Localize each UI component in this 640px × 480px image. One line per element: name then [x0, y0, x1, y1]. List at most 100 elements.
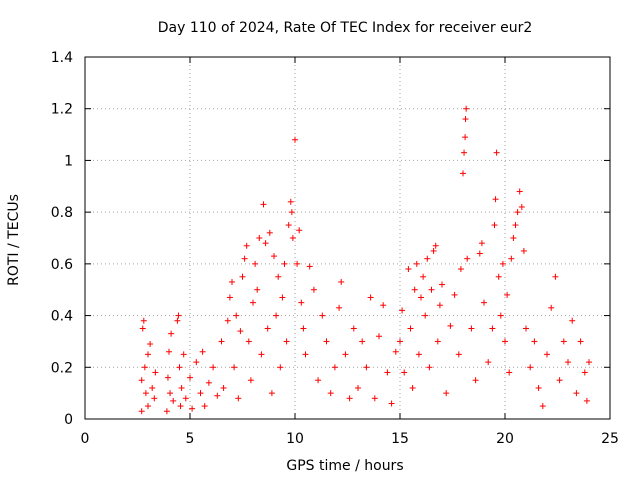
data-point [170, 397, 177, 404]
data-point [350, 325, 357, 332]
data-point [495, 273, 502, 280]
data-point [139, 325, 146, 332]
data-point [289, 235, 296, 241]
data-point [281, 260, 288, 267]
data-point [384, 369, 391, 376]
data-point [319, 312, 326, 319]
data-point [235, 395, 242, 402]
data-point [428, 286, 435, 293]
x-tick-label: 0 [81, 431, 90, 447]
data-point [460, 170, 466, 177]
data-point [405, 266, 412, 273]
data-point [187, 374, 193, 381]
data-point [512, 222, 519, 229]
data-point [388, 400, 395, 407]
y-tick-label: 1 [64, 153, 73, 169]
data-point [138, 408, 145, 415]
data-point [178, 384, 185, 391]
data-point [205, 379, 212, 386]
data-point [569, 317, 576, 324]
data-point [392, 348, 399, 355]
data-point [250, 299, 256, 306]
data-point [220, 384, 227, 391]
data-point [197, 390, 204, 397]
data-point [273, 312, 280, 319]
data-point [355, 384, 361, 391]
data-point [142, 390, 149, 397]
data-point [239, 273, 246, 280]
data-point [422, 312, 429, 319]
data-point [247, 377, 254, 384]
y-tick-label: 0.2 [51, 360, 73, 376]
data-point [520, 247, 527, 254]
data-point [233, 312, 240, 319]
data-point [411, 286, 418, 293]
data-point [294, 260, 301, 267]
data-point [492, 196, 499, 203]
data-point [548, 304, 555, 311]
data-point [145, 351, 151, 358]
data-point [260, 201, 267, 208]
data-point [565, 359, 571, 366]
data-point [464, 255, 471, 262]
data-point [237, 328, 244, 335]
data-point [210, 364, 217, 371]
data-point [371, 395, 378, 402]
data-point [535, 384, 542, 391]
data-point [499, 260, 506, 267]
data-point [468, 325, 475, 332]
data-point [264, 325, 271, 332]
y-axis-label: ROTI / TECUs [6, 194, 22, 286]
data-point [166, 348, 172, 355]
data-point [552, 273, 559, 280]
data-point [140, 317, 147, 324]
data-point [336, 304, 343, 311]
data-point [420, 273, 427, 280]
data-point [147, 341, 154, 348]
data-point [380, 302, 387, 309]
x-tick-label: 25 [601, 431, 619, 447]
data-point [527, 364, 534, 371]
data-point [164, 374, 171, 381]
data-point [451, 291, 458, 298]
data-point [426, 364, 433, 371]
data-point [493, 149, 500, 156]
data-point [518, 203, 525, 210]
data-point [252, 260, 259, 267]
data-point [510, 235, 517, 241]
x-tick-label: 10 [286, 431, 304, 447]
data-point [163, 408, 170, 415]
data-point [243, 242, 250, 249]
data-point [189, 405, 196, 412]
data-point [523, 325, 529, 332]
data-point [489, 325, 496, 332]
data-point [502, 338, 508, 345]
data-point [262, 240, 269, 247]
data-point [485, 359, 492, 366]
y-tick-label: 0.8 [51, 205, 73, 221]
data-point [463, 105, 470, 112]
data-point [577, 338, 584, 345]
data-point [497, 312, 504, 319]
data-point [174, 317, 181, 324]
x-axis-label: GPS time / hours [286, 458, 403, 474]
data-point [241, 255, 248, 262]
data-point [177, 403, 184, 410]
data-point [193, 359, 200, 366]
data-point [399, 307, 406, 314]
data-point [544, 351, 550, 358]
data-point [583, 397, 590, 404]
data-point [418, 294, 424, 301]
data-point [506, 369, 513, 376]
data-point [199, 348, 206, 355]
plot-frame [84, 56, 611, 420]
data-point [258, 351, 265, 358]
data-point [271, 253, 277, 260]
data-point [182, 395, 189, 402]
data-point [443, 390, 450, 397]
data-point [560, 338, 567, 345]
y-tick-label: 1.4 [51, 50, 73, 66]
data-point [226, 294, 233, 301]
data-point [315, 377, 322, 384]
